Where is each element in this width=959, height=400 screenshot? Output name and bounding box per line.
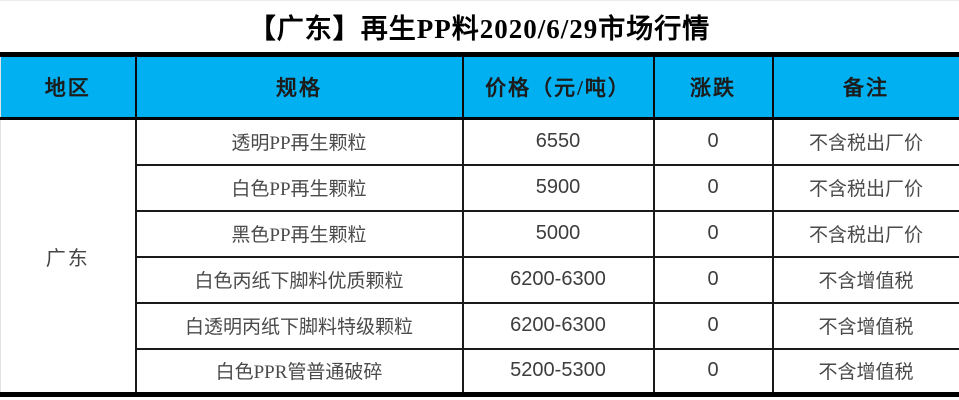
col-header-region: 地区 bbox=[0, 57, 136, 120]
price-table: 地区 规格 价格（元/吨） 涨跌 备注 广东 透明PP再生颗粒 6550 0 不… bbox=[0, 57, 959, 397]
spec-cell: 白透明丙纸下脚料特级颗粒 bbox=[134, 302, 463, 350]
table-row: 白色PPR管普通破碎 5200-5300 0 不含增值税 bbox=[1, 348, 959, 395]
table-row: 广东 透明PP再生颗粒 6550 0 不含税出厂价 bbox=[1, 118, 959, 270]
spec-cell: 白色PP再生颗粒 bbox=[134, 164, 463, 212]
table-row: 黑色PP再生颗粒 5000 0 不含税出厂价 bbox=[1, 210, 959, 258]
note-cell: 不含增值税 bbox=[771, 348, 959, 395]
table-row: 白色PP再生颗粒 5900 0 不含税出厂价 bbox=[1, 164, 959, 212]
col-header-price: 价格（元/吨） bbox=[461, 57, 654, 120]
table-row: 白透明丙纸下脚料特级颗粒 6200-6300 0 不含增值税 bbox=[1, 302, 959, 350]
price-cell: 5900 bbox=[461, 164, 654, 212]
table-row: 白色丙纸下脚料优质颗粒 6200-6300 0 不含增值税 bbox=[1, 256, 959, 304]
col-header-change: 涨跌 bbox=[652, 57, 773, 120]
col-header-note: 备注 bbox=[771, 57, 959, 120]
note-cell: 不含增值税 bbox=[771, 256, 959, 304]
note-cell: 不含税出厂价 bbox=[771, 118, 959, 166]
change-cell: 0 bbox=[652, 348, 773, 395]
title-divider bbox=[0, 52, 959, 57]
spec-cell: 白色PPR管普通破碎 bbox=[134, 348, 463, 395]
change-cell: 0 bbox=[652, 118, 773, 166]
note-cell: 不含税出厂价 bbox=[771, 210, 959, 258]
change-cell: 0 bbox=[652, 256, 773, 304]
change-cell: 0 bbox=[652, 302, 773, 350]
change-cell: 0 bbox=[652, 164, 773, 212]
page-title: 【广东】再生PP料2020/6/29市场行情 bbox=[248, 14, 711, 44]
spec-cell: 黑色PP再生颗粒 bbox=[134, 210, 463, 258]
note-cell: 不含税出厂价 bbox=[771, 164, 959, 212]
spec-cell: 白色丙纸下脚料优质颗粒 bbox=[134, 256, 463, 304]
price-cell: 5200-5300 bbox=[461, 348, 654, 395]
table-header: 地区 规格 价格（元/吨） 涨跌 备注 bbox=[0, 57, 959, 120]
note-cell: 不含增值税 bbox=[771, 302, 959, 350]
change-cell: 0 bbox=[652, 210, 773, 258]
region-cell: 广东 bbox=[45, 247, 90, 270]
col-header-spec: 规格 bbox=[134, 57, 463, 120]
price-cell: 5000 bbox=[461, 210, 654, 258]
price-cell: 6550 bbox=[461, 118, 654, 166]
spec-cell: 透明PP再生颗粒 bbox=[134, 118, 463, 166]
price-cell: 6200-6300 bbox=[461, 256, 654, 304]
price-cell: 6200-6300 bbox=[461, 302, 654, 350]
